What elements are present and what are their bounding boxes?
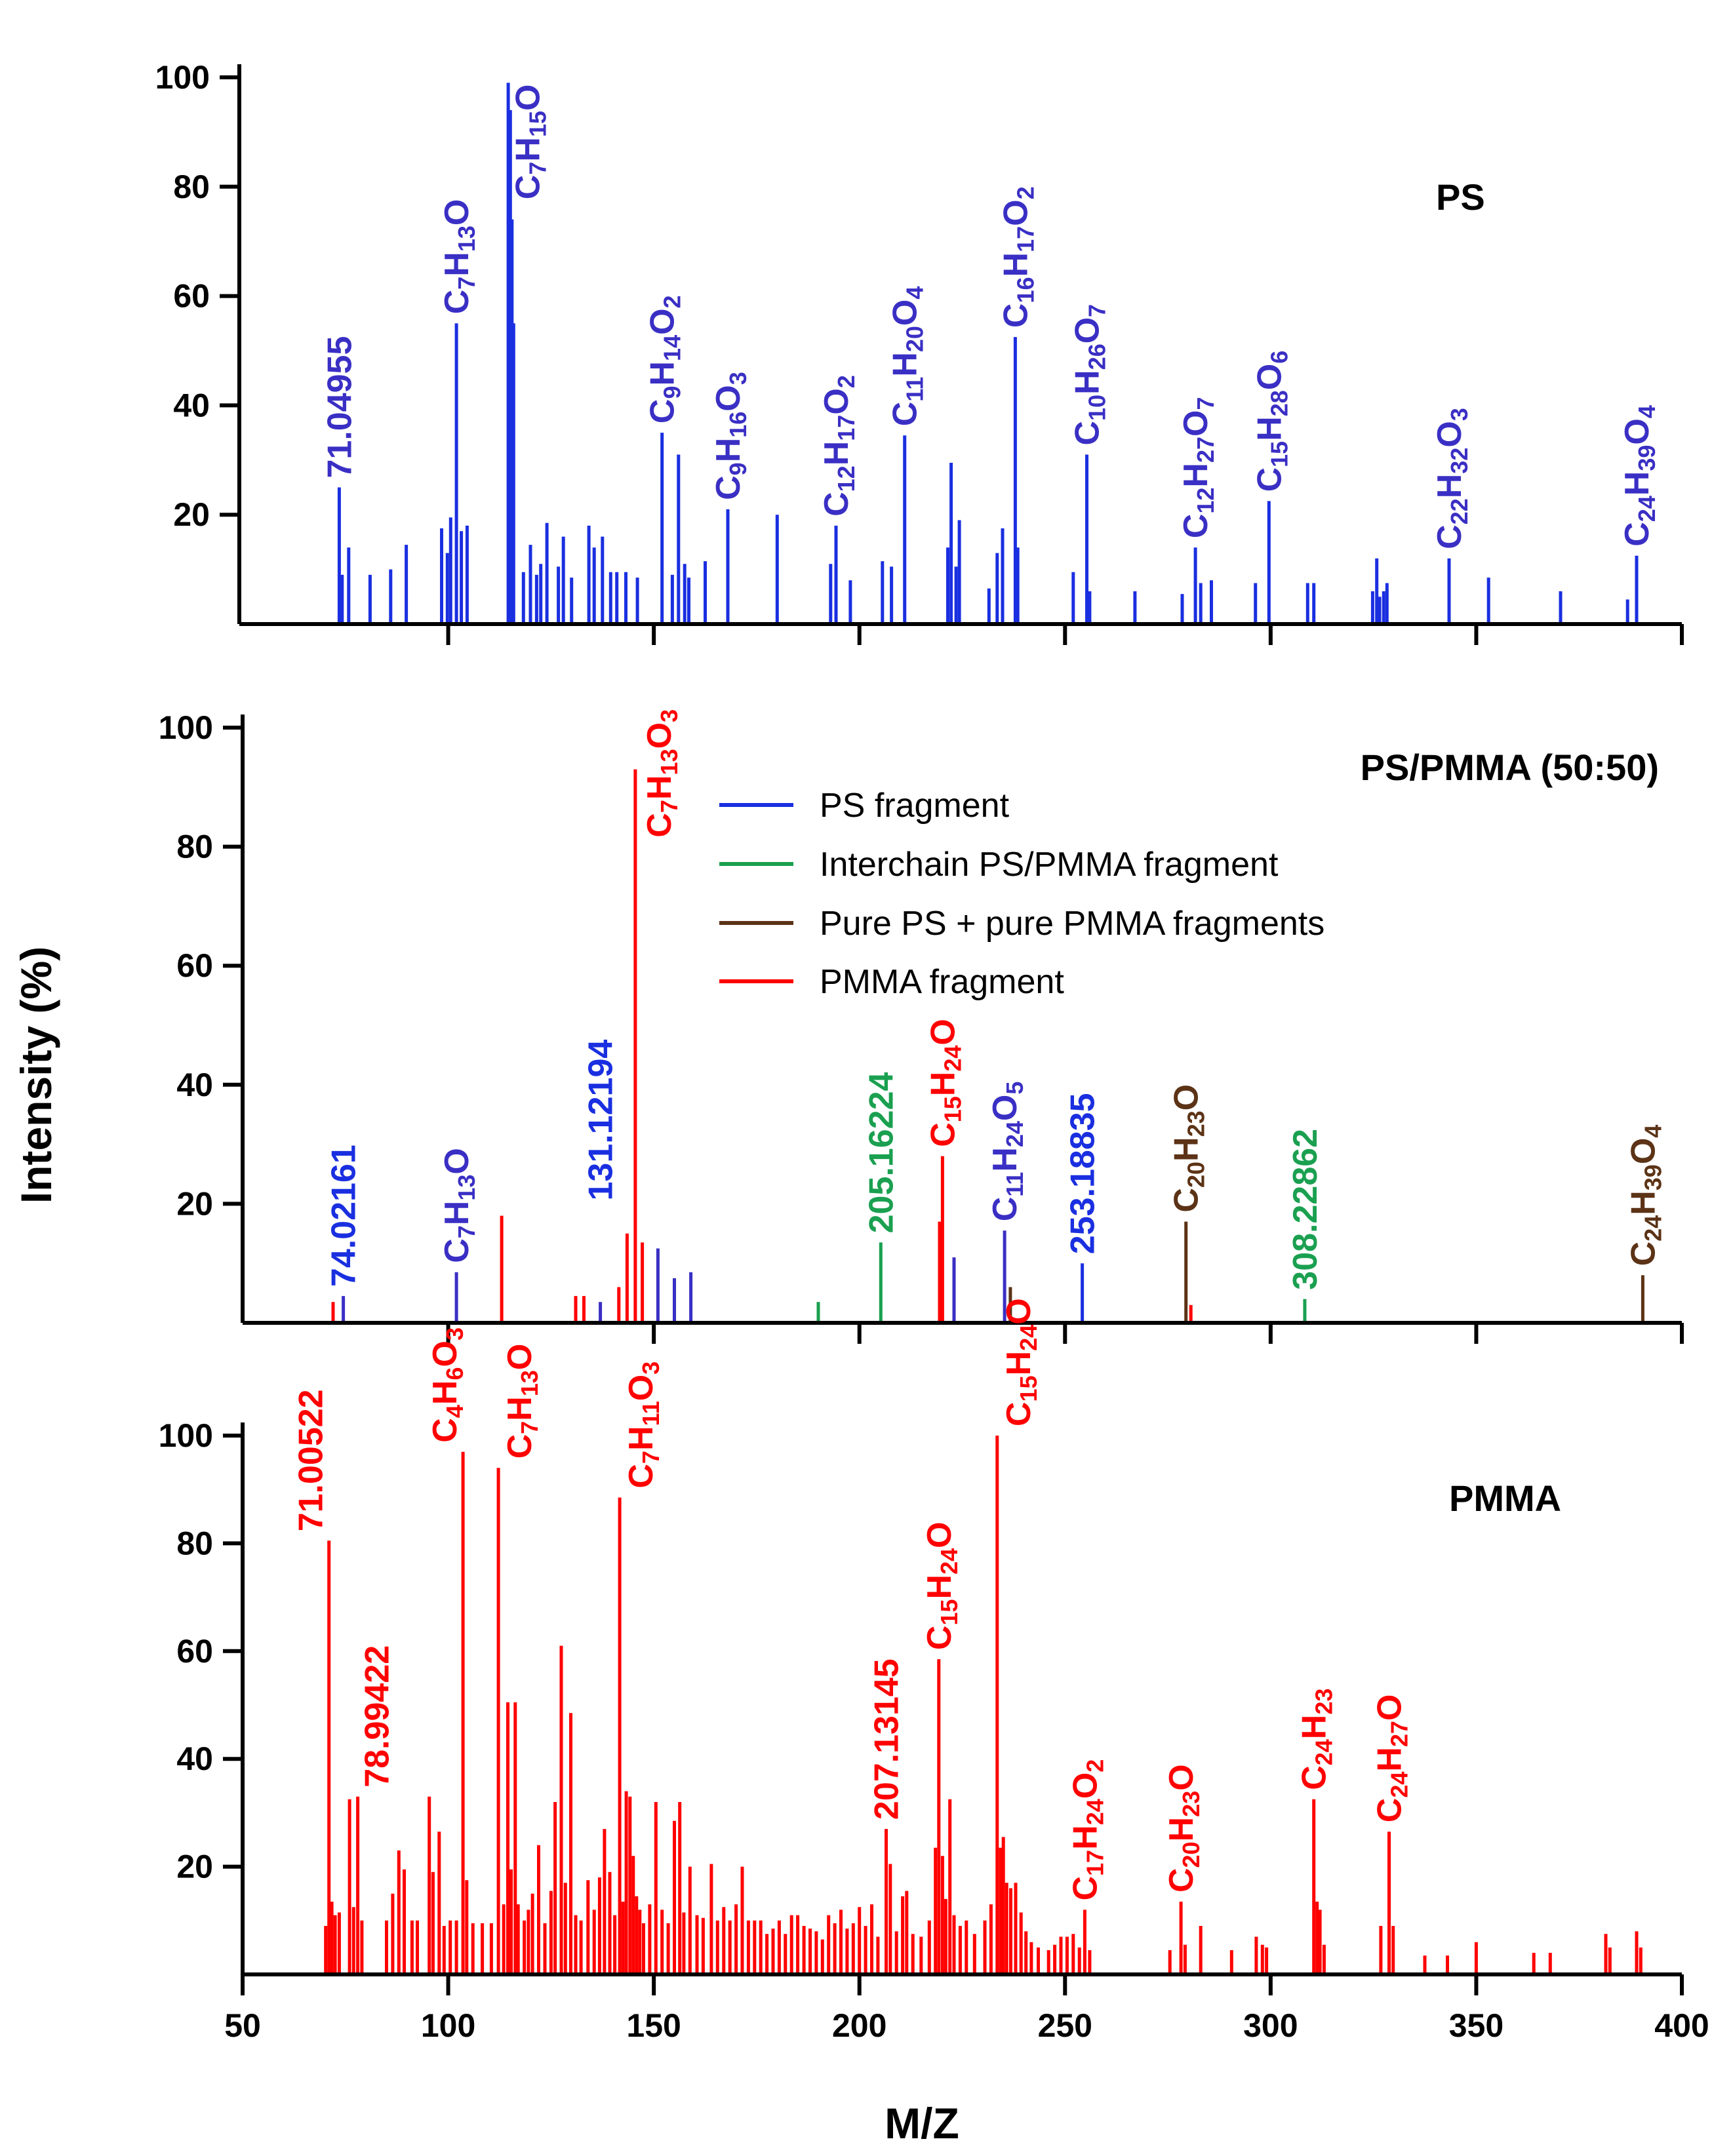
x-tick-label: 400 <box>1654 2007 1709 2044</box>
peak-label: 74.02161 <box>325 1145 363 1287</box>
y-tick-label: 100 <box>159 1417 213 1454</box>
y-tick-label: 40 <box>176 1740 213 1777</box>
x-axis-title: M/Z <box>885 2099 959 2147</box>
peak-label: 71.04955 <box>321 336 359 479</box>
peak-label: 131.12194 <box>582 1040 620 1201</box>
peak-label: C11H20O4 <box>886 286 928 427</box>
x-tick-label: 50 <box>224 2007 261 2044</box>
peak-label: C11H24O5 <box>986 1082 1028 1222</box>
peak-label: C7H13O3 <box>641 709 683 838</box>
peak-label: C7H13O <box>438 199 480 315</box>
y-tick-label: 20 <box>173 496 210 533</box>
panel-1: 20 40 60 80 100 PS 71.04955 C7H13O C7H15O C9H14O2… <box>155 59 1682 645</box>
x-tick-label: 350 <box>1449 2007 1504 2044</box>
y-tick-label: 80 <box>176 1525 213 1561</box>
peak-label: C17H24O2 <box>1066 1759 1108 1901</box>
peak-label: C20H23O <box>1163 1764 1205 1892</box>
peak-label: 205.16224 <box>862 1072 900 1234</box>
peak-label: C20H23O <box>1168 1084 1210 1213</box>
y-tick-label: 80 <box>176 829 213 865</box>
peak-label: C7H13O <box>501 1344 543 1459</box>
peak-label: C15H24O <box>1000 1298 1042 1426</box>
peak-label: C15H24O <box>924 1019 966 1147</box>
peak-label: C24H39O4 <box>1624 1125 1666 1266</box>
peak-label: C24H27O <box>1371 1695 1413 1823</box>
legend-label: Pure PS + pure PMMA fragments <box>820 905 1325 943</box>
y-tick-label: 40 <box>176 1067 213 1103</box>
peak-label: C15H28O6 <box>1250 351 1292 492</box>
peak-label: 253.18835 <box>1064 1093 1102 1254</box>
peak-label: C24H23 <box>1296 1689 1338 1790</box>
legend-label: PS fragment <box>820 787 1010 825</box>
peak-label: C12H17O2 <box>818 375 860 517</box>
x-tick-label: 250 <box>1038 2007 1092 2044</box>
y-tick-label: 40 <box>173 387 210 423</box>
peak-label: C9H14O2 <box>644 295 686 423</box>
peak-label: 308.22862 <box>1286 1129 1325 1290</box>
mass-spectra-figure: Intensity (%) M/Z 20 40 60 80 100 PS 71.04955 C… <box>0 0 1733 2156</box>
peak-label: C10H26O7 <box>1069 304 1111 446</box>
legend-label: Interchain PS/PMMA fragment <box>820 846 1279 884</box>
peak-label: C12H27O7 <box>1177 397 1219 538</box>
y-tick-label: 100 <box>155 59 210 96</box>
panel-title: PS/PMMA (50:50) <box>1361 747 1659 788</box>
panel-title: PMMA <box>1449 1478 1561 1519</box>
peak-label: 78.99422 <box>359 1645 397 1788</box>
peak-label: C24H39O4 <box>1618 405 1660 547</box>
peak-label: C7H13O <box>438 1148 480 1263</box>
legend-label: PMMA fragment <box>820 963 1064 1001</box>
peak-label: 207.13145 <box>868 1658 906 1820</box>
peak-label: C4H6O3 <box>426 1327 468 1443</box>
y-tick-label: 20 <box>176 1185 213 1222</box>
y-tick-label: 60 <box>173 278 210 315</box>
peak-label: 71.00522 <box>292 1389 330 1531</box>
x-tick-label: 150 <box>626 2007 681 2044</box>
x-tick-label: 100 <box>421 2007 475 2044</box>
y-tick-label: 60 <box>176 1633 213 1670</box>
x-tick-label: 300 <box>1243 2007 1298 2044</box>
y-tick-label: 60 <box>176 947 213 984</box>
peak-label: C16H17O2 <box>997 186 1039 328</box>
legend: PS fragment Interchain PS/PMMA fragment Pu… <box>719 787 1325 1001</box>
panel-title: PS <box>1436 176 1485 218</box>
peak-label: C15H24O <box>921 1521 963 1650</box>
peak-label: C22H32O3 <box>1431 408 1473 549</box>
y-axis-title: Intensity (%) <box>12 947 60 1204</box>
y-tick-label: 100 <box>159 709 213 746</box>
spectrum-panels: 20 40 60 80 100 PS 71.04955 C7H13O C7H15O C9H14O2… <box>155 59 1709 2044</box>
x-tick-label: 200 <box>832 2007 886 2044</box>
peak-label: C9H16O3 <box>709 372 751 500</box>
peak-label: C7H11O3 <box>622 1362 664 1489</box>
panel-3: 20 40 60 80 100 50 100 150 200 250 300 350 400 PMMA 71… <box>159 1298 1709 2044</box>
y-tick-label: 20 <box>176 1849 213 1885</box>
peak-label: C7H15O <box>509 85 551 200</box>
y-tick-label: 80 <box>173 168 210 205</box>
